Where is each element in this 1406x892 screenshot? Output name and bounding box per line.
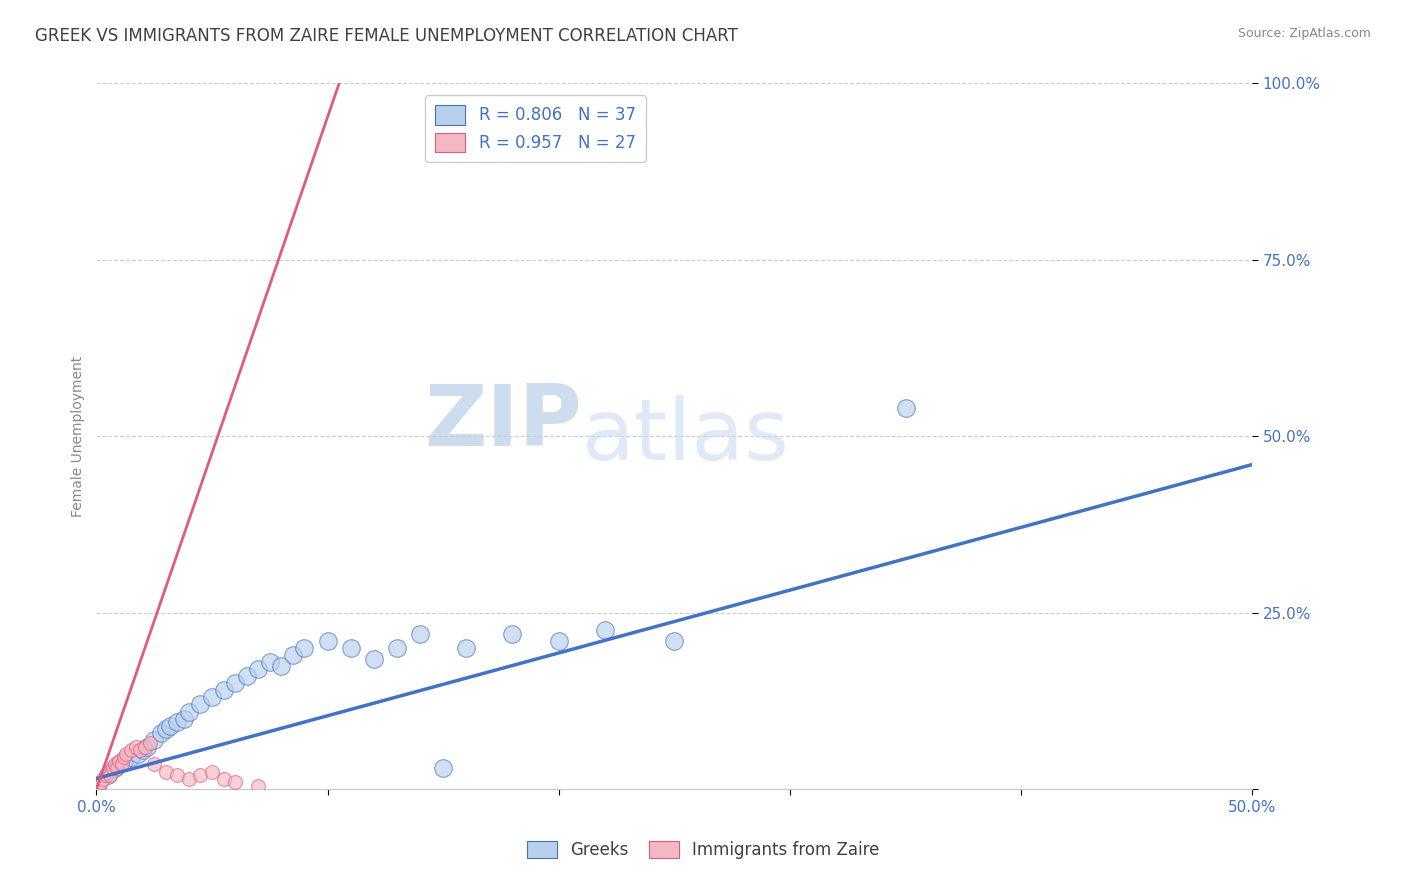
- Point: [166, 768, 188, 782]
- Point: [190, 768, 212, 782]
- Point: [150, 725, 173, 739]
- Point: [155, 764, 177, 779]
- Point: [120, 743, 142, 757]
- Point: [270, 658, 292, 673]
- Point: [134, 739, 156, 754]
- Point: [124, 739, 146, 754]
- Y-axis label: Female Unemployment: Female Unemployment: [72, 356, 86, 517]
- Point: [177, 705, 200, 719]
- Point: [501, 627, 523, 641]
- Point: [173, 712, 195, 726]
- Text: ZIP: ZIP: [425, 381, 582, 464]
- Point: [131, 743, 153, 757]
- Point: [894, 401, 917, 415]
- Text: GREEK VS IMMIGRANTS FROM ZAIRE FEMALE UNEMPLOYMENT CORRELATION CHART: GREEK VS IMMIGRANTS FROM ZAIRE FEMALE UN…: [35, 27, 738, 45]
- Point: [87, 779, 110, 793]
- Point: [201, 690, 224, 705]
- Point: [190, 698, 212, 712]
- Point: [104, 761, 127, 775]
- Point: [201, 764, 224, 779]
- Point: [159, 718, 181, 732]
- Point: [363, 651, 385, 665]
- Point: [97, 764, 120, 779]
- Point: [108, 754, 131, 768]
- Point: [90, 775, 112, 789]
- Point: [547, 634, 569, 648]
- Point: [247, 779, 270, 793]
- Point: [212, 683, 235, 698]
- Point: [166, 715, 188, 730]
- Point: [120, 750, 142, 764]
- Point: [143, 732, 166, 747]
- Point: [177, 772, 200, 786]
- Point: [339, 640, 361, 655]
- Point: [127, 747, 149, 761]
- Point: [129, 743, 152, 757]
- Point: [97, 768, 120, 782]
- Point: [212, 772, 235, 786]
- Point: [385, 640, 408, 655]
- Legend: Greeks, Immigrants from Zaire: Greeks, Immigrants from Zaire: [520, 834, 886, 866]
- Point: [409, 627, 432, 641]
- Text: Source: ZipAtlas.com: Source: ZipAtlas.com: [1237, 27, 1371, 40]
- Point: [98, 768, 121, 782]
- Point: [101, 761, 124, 775]
- Point: [235, 669, 257, 683]
- Point: [138, 736, 160, 750]
- Point: [224, 775, 246, 789]
- Point: [112, 754, 135, 768]
- Point: [108, 757, 131, 772]
- Point: [91, 772, 114, 786]
- Point: [281, 648, 304, 662]
- Point: [155, 722, 177, 736]
- Text: atlas: atlas: [582, 395, 790, 478]
- Point: [593, 624, 616, 638]
- Point: [316, 634, 339, 648]
- Point: [104, 757, 127, 772]
- Point: [136, 739, 159, 754]
- Point: [143, 757, 166, 772]
- Point: [247, 662, 270, 676]
- Point: [456, 640, 478, 655]
- Point: [115, 747, 138, 761]
- Point: [224, 676, 246, 690]
- Point: [664, 634, 686, 648]
- Legend: R = 0.806   N = 37, R = 0.957   N = 27: R = 0.806 N = 37, R = 0.957 N = 27: [426, 95, 645, 162]
- Point: [112, 750, 135, 764]
- Point: [259, 655, 281, 669]
- Point: [94, 768, 117, 782]
- Point: [432, 761, 454, 775]
- Point: [105, 761, 128, 775]
- Point: [111, 757, 134, 772]
- Point: [294, 640, 316, 655]
